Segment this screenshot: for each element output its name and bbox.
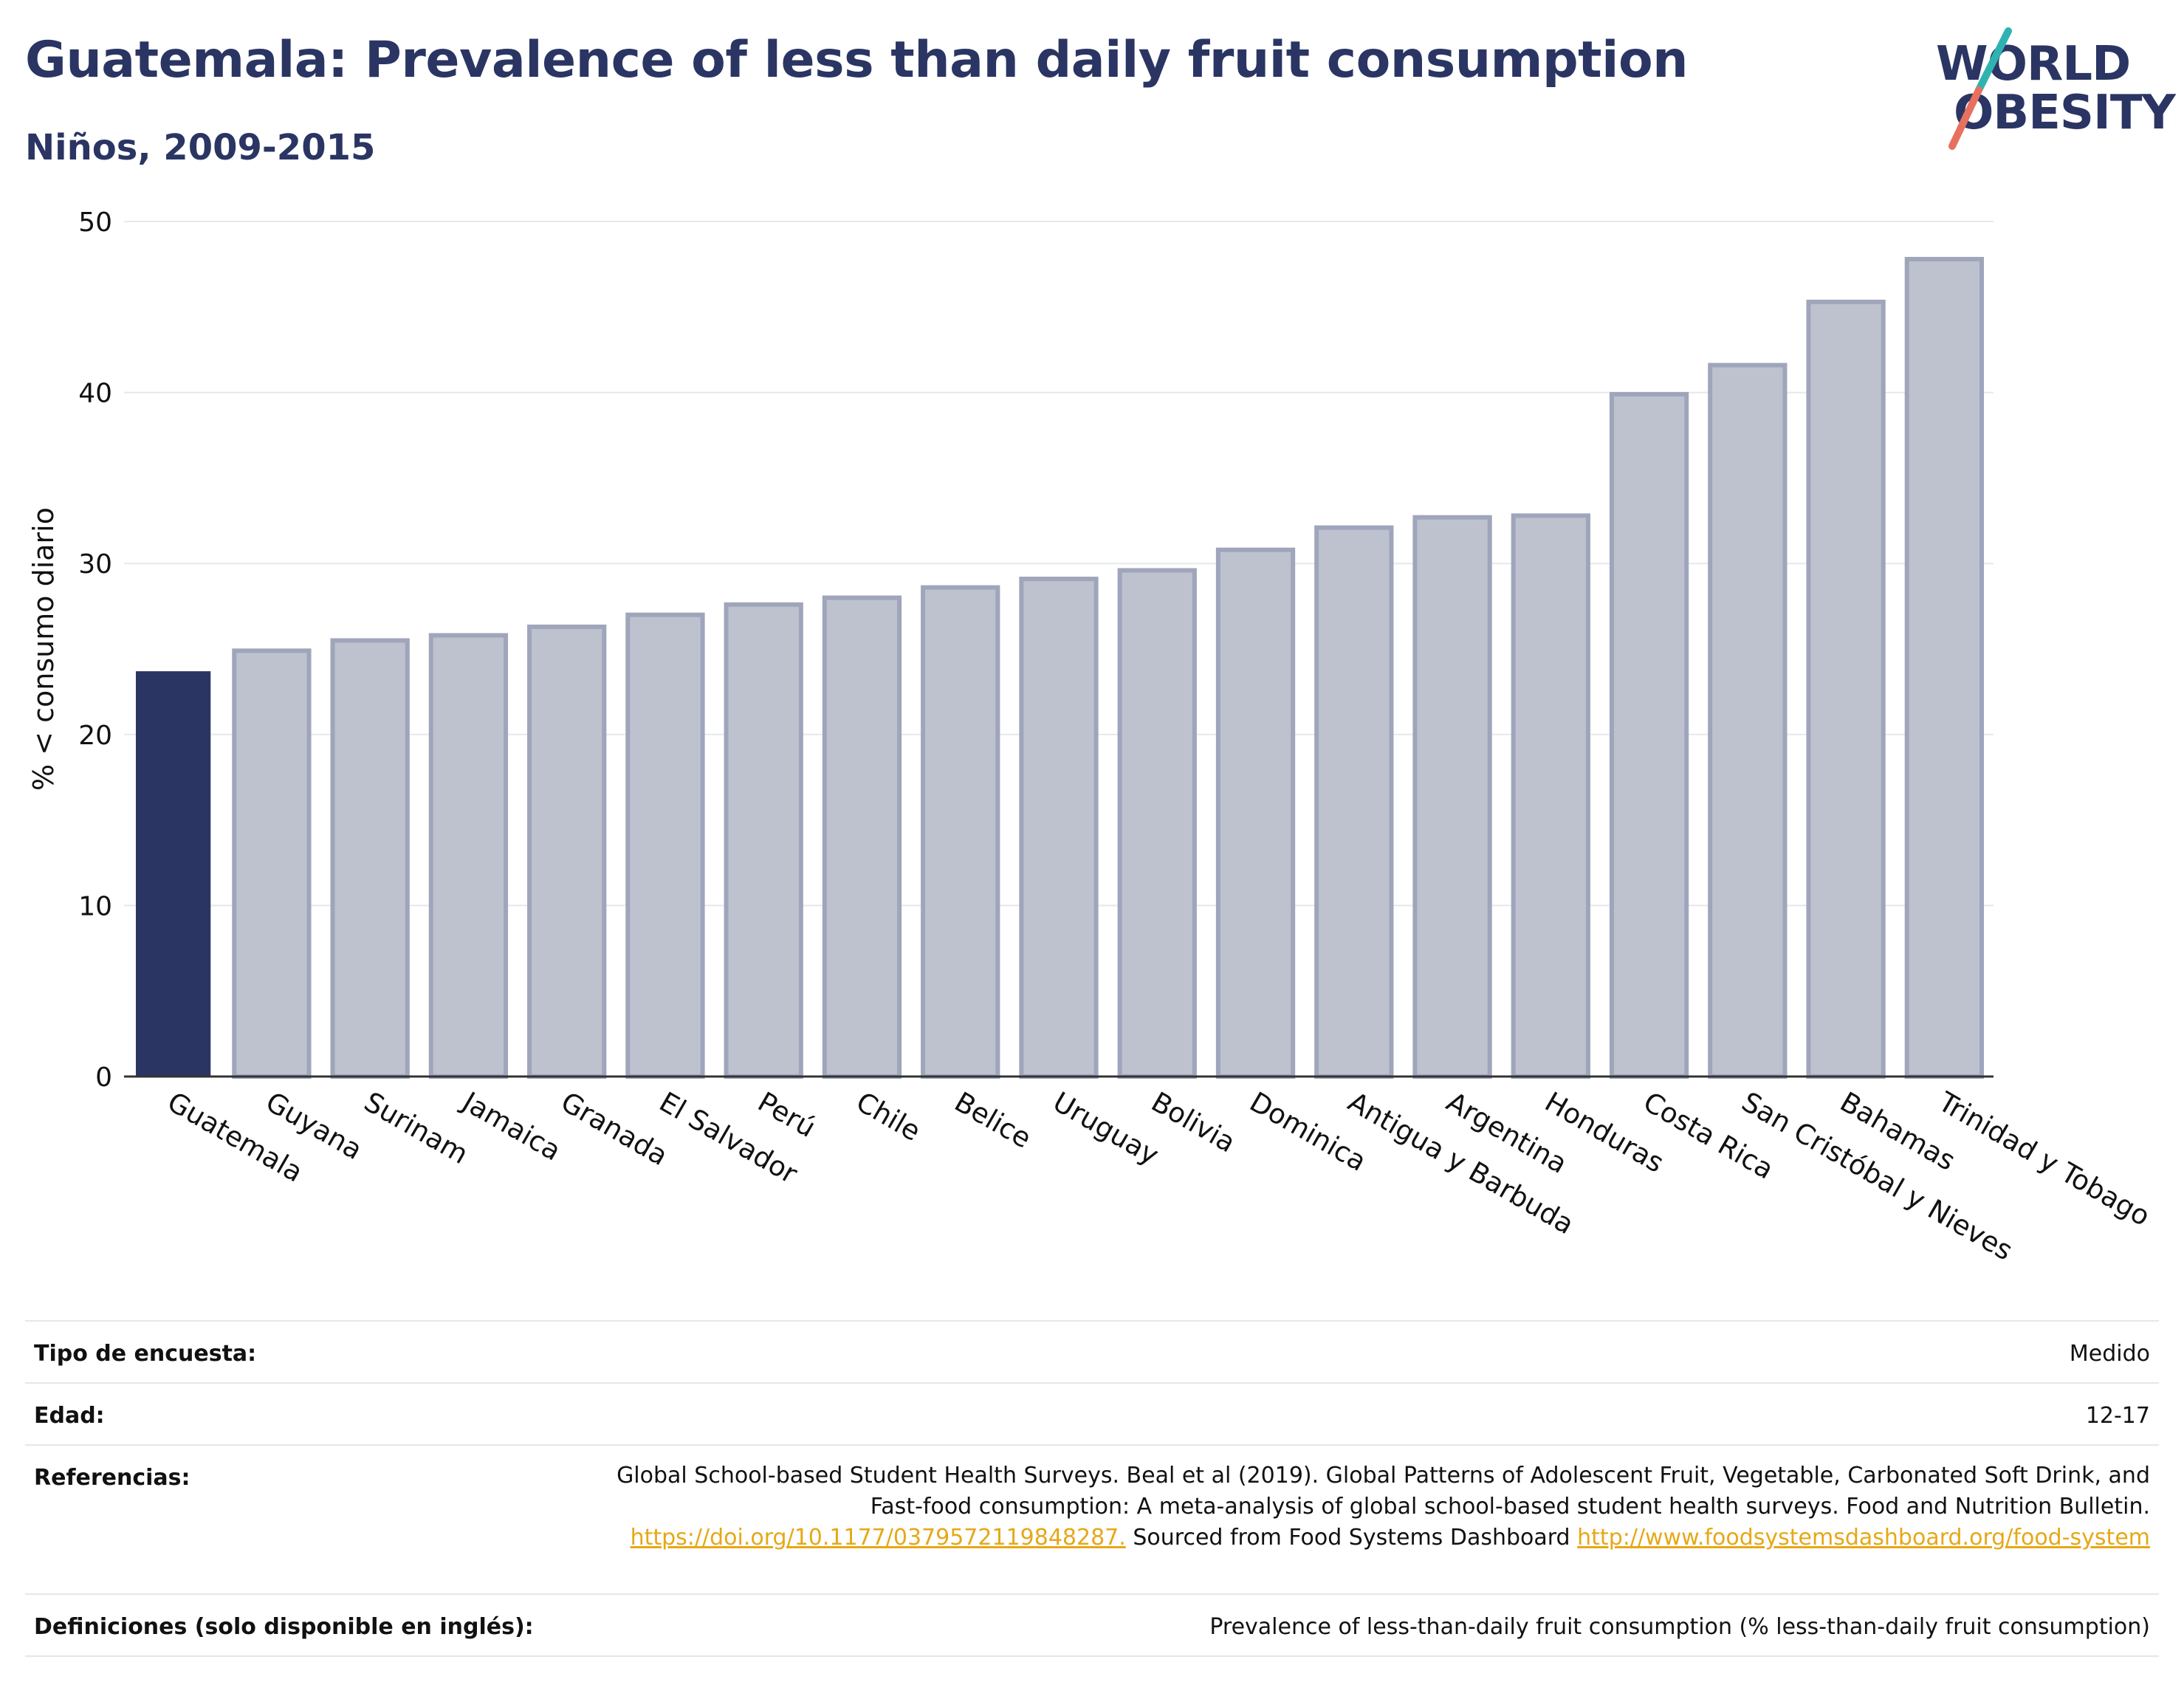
bar xyxy=(135,671,211,1077)
info-row-definitions: Definiciones (solo disponible en inglés)… xyxy=(25,1593,2159,1657)
bar xyxy=(1019,577,1099,1079)
bar xyxy=(921,585,1000,1079)
y-tick-labels: 0 10 20 30 40 50 xyxy=(78,207,112,1093)
references-text-2: Sourced from Food Systems Dashboard xyxy=(1133,1525,1570,1551)
bar xyxy=(1708,363,1788,1079)
bar-chart: 0 10 20 30 40 50 GuatemalaGuyanaSurinamJamaic… xyxy=(27,207,2155,1267)
bar xyxy=(1314,525,1394,1079)
bar xyxy=(1412,515,1492,1079)
logo-line-1: WORLD xyxy=(1936,37,2131,92)
bar xyxy=(625,612,705,1079)
bar xyxy=(1806,299,1886,1079)
y-tick-label: 30 xyxy=(78,549,112,580)
logo-line-2: OBESITY xyxy=(1954,86,2176,140)
info-row-references: Referencias: Global School-based Student… xyxy=(25,1444,2159,1593)
bar xyxy=(232,648,312,1079)
bar xyxy=(1609,391,1689,1079)
world-obesity-logo: WORLD OBESITY xyxy=(1920,22,2176,155)
info-row-survey-type: Tipo de encuesta: Medido xyxy=(25,1320,2159,1382)
bar xyxy=(527,624,607,1079)
food-systems-link[interactable]: http://www.foodsystemsdashboard.org/food… xyxy=(1577,1525,2150,1551)
survey-type-value: Medido xyxy=(2069,1341,2150,1367)
references-text-1: Global School-based Student Health Surve… xyxy=(617,1463,2150,1520)
chart-title: Guatemala: Prevalence of less than daily… xyxy=(25,31,1689,89)
bar xyxy=(1511,513,1590,1079)
bars xyxy=(135,256,1985,1079)
y-tick-label: 10 xyxy=(78,891,112,921)
age-label: Edad: xyxy=(34,1403,105,1429)
logo-slash-icon xyxy=(1948,27,2012,150)
definitions-label: Definiciones (solo disponible en inglés)… xyxy=(34,1614,534,1640)
age-value: 12-17 xyxy=(2085,1403,2150,1429)
survey-type-label: Tipo de encuesta: xyxy=(34,1341,257,1367)
bar xyxy=(1117,568,1197,1079)
x-tick-label: Jamaica xyxy=(456,1085,566,1167)
x-tick-label: Perú xyxy=(752,1086,821,1144)
y-tick-label: 50 xyxy=(78,207,112,238)
bar xyxy=(428,633,509,1079)
references-value: Global School-based Student Health Surve… xyxy=(600,1460,2150,1553)
info-table: Tipo de encuesta: Medido Edad: 12-17 Ref… xyxy=(25,1320,2159,1657)
x-tick-label: Granada xyxy=(556,1086,673,1173)
y-tick-label: 0 xyxy=(95,1062,112,1093)
references-label: Referencias: xyxy=(34,1465,190,1491)
bar xyxy=(724,602,803,1079)
y-tick-label: 40 xyxy=(78,379,112,409)
definitions-value: Prevalence of less-than-daily fruit cons… xyxy=(1209,1614,2150,1640)
x-tick-label: Belice xyxy=(950,1086,1037,1155)
bar xyxy=(822,595,902,1079)
bar xyxy=(1904,256,1985,1079)
doi-link[interactable]: https://doi.org/10.1177/0379572119848287… xyxy=(630,1525,1126,1551)
y-axis-label: % < consumo diario xyxy=(27,507,60,791)
x-tick-label: Surinam xyxy=(359,1086,473,1171)
bar xyxy=(330,638,410,1079)
x-tick-label: Uruguay xyxy=(1048,1086,1164,1172)
info-row-age: Edad: 12-17 xyxy=(25,1382,2159,1444)
chart-subtitle: Niños, 2009-2015 xyxy=(25,127,376,168)
x-tick-label: Chile xyxy=(851,1086,926,1148)
bar xyxy=(1215,547,1296,1079)
y-tick-label: 20 xyxy=(78,721,112,751)
